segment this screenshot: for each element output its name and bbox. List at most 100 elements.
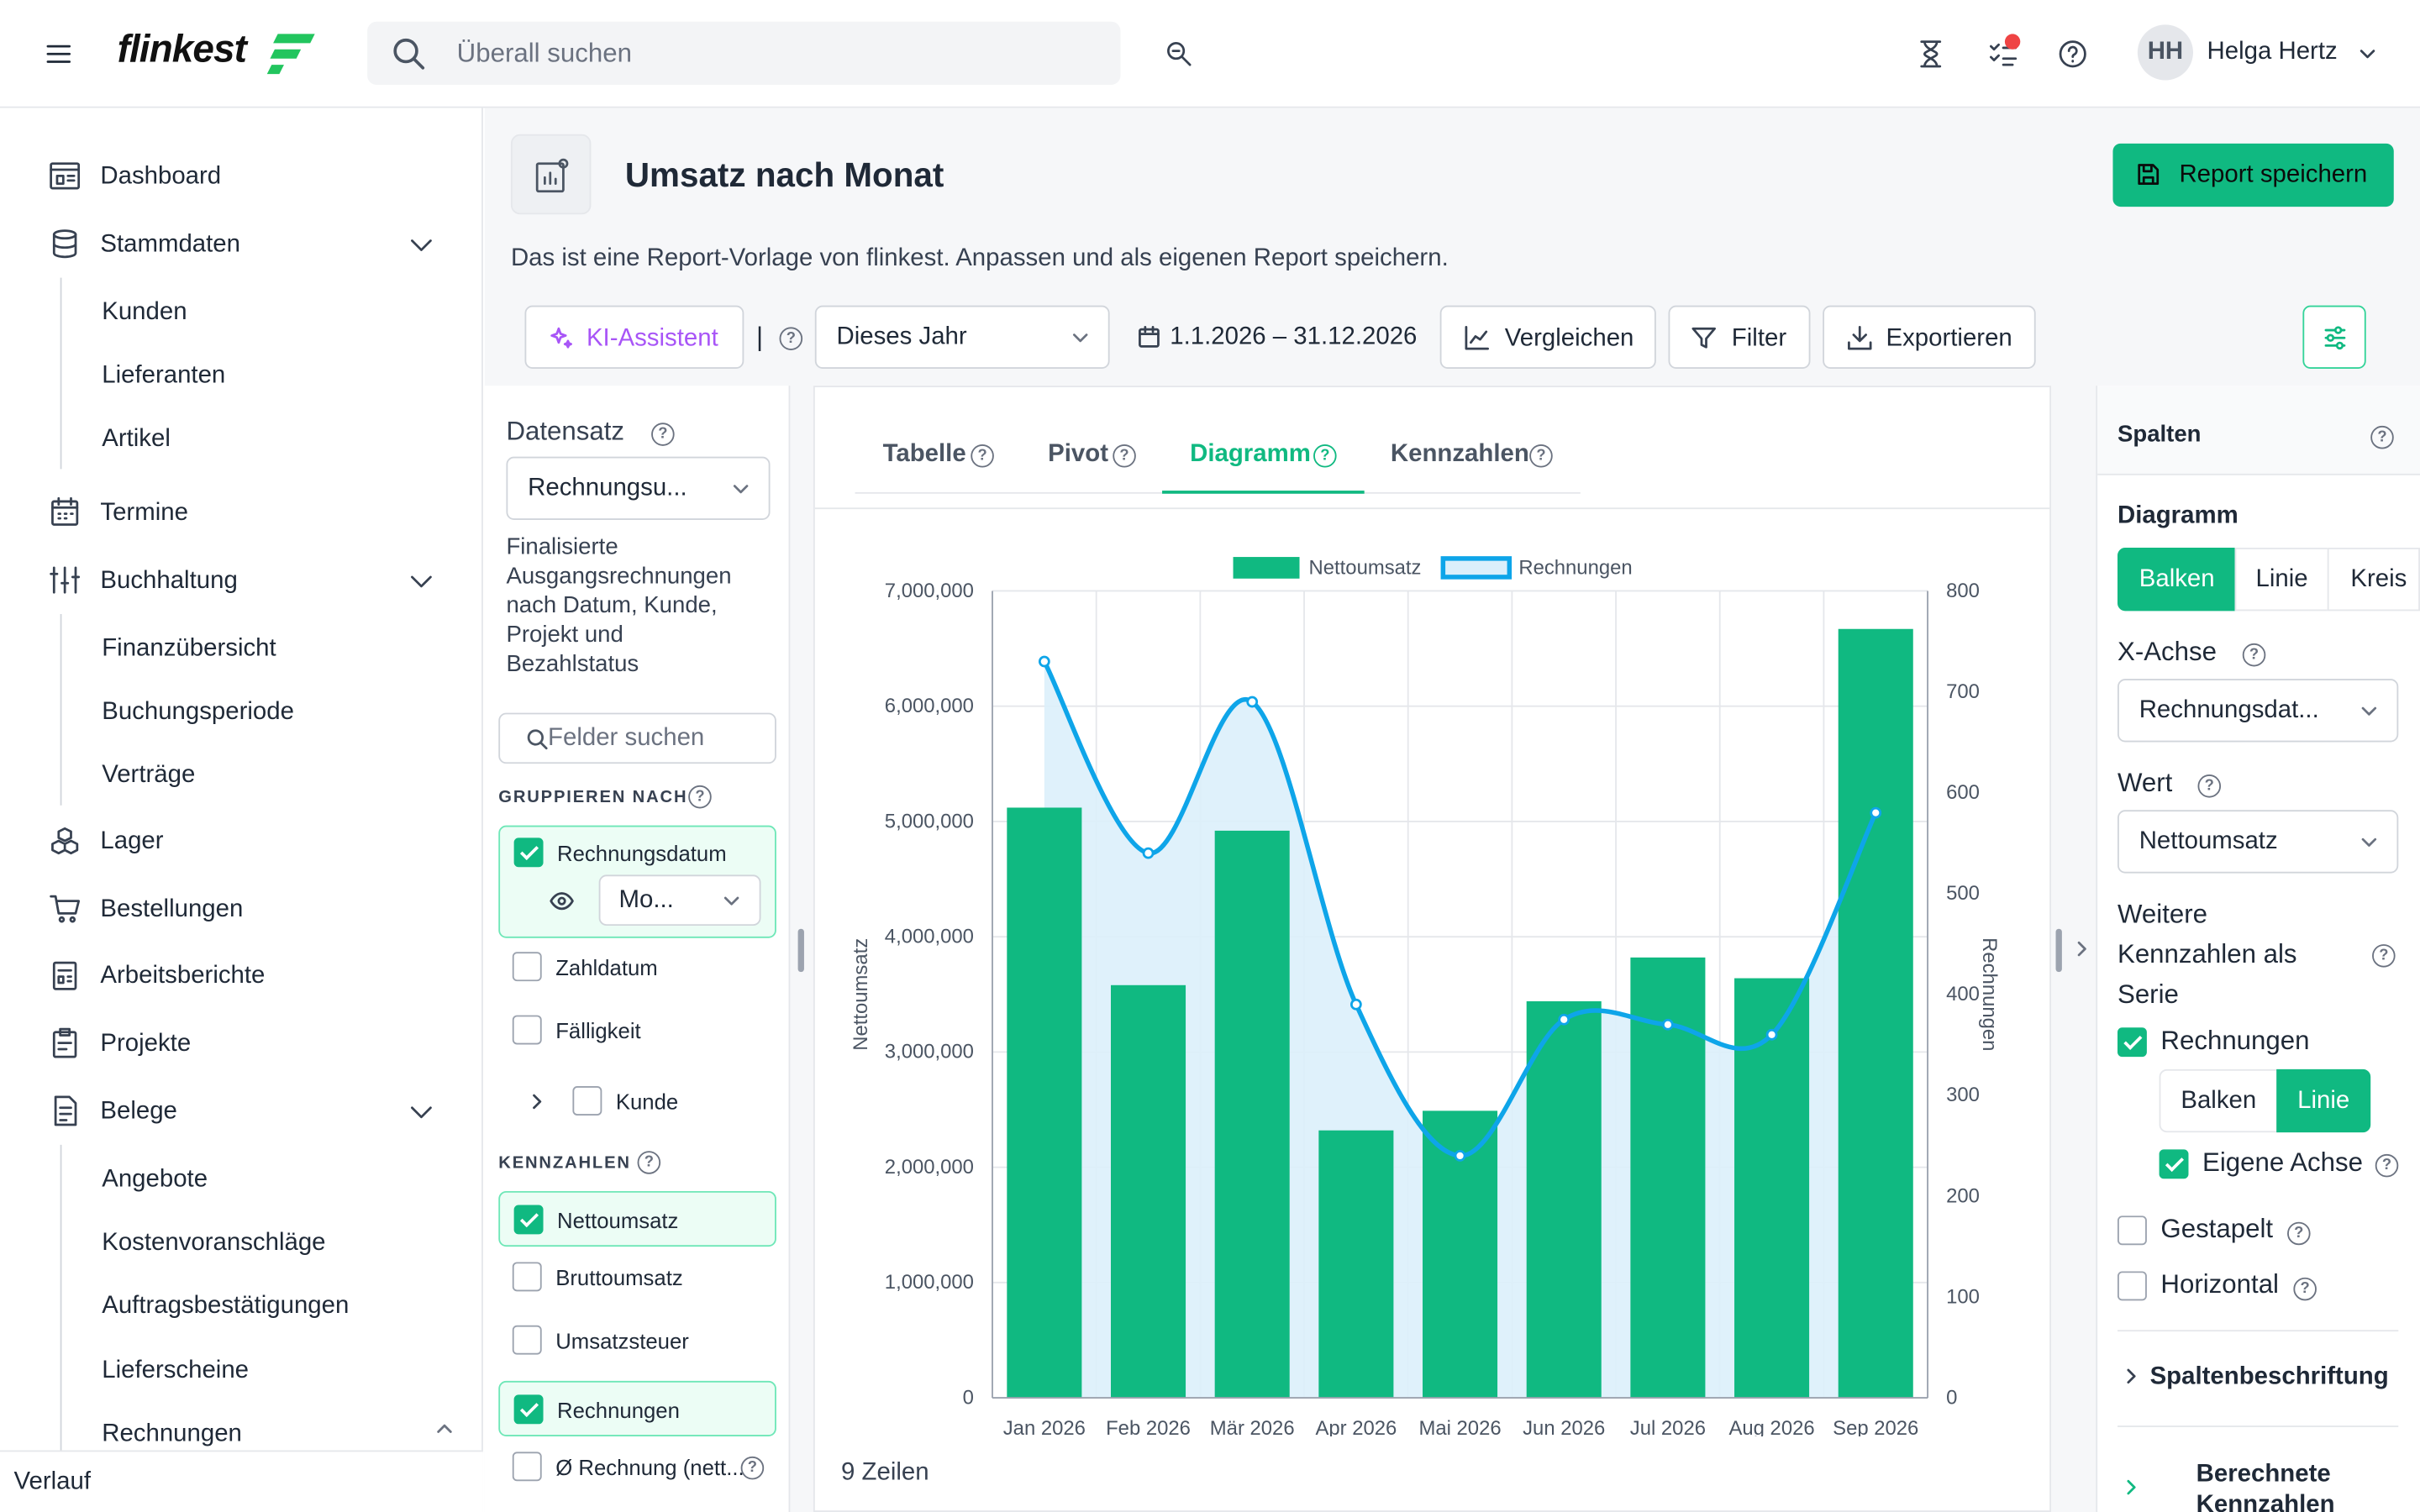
chevron-down-icon[interactable]	[408, 232, 435, 260]
sidebar-item-arbeitsberichte[interactable]: Arbeitsberichte	[0, 949, 481, 1005]
sidebar-item-buchungsperiode[interactable]: Buchungsperiode	[102, 699, 294, 726]
sidebar-item-belege[interactable]: Belege	[0, 1084, 481, 1140]
group-field-kunde[interactable]: Kunde	[498, 1074, 776, 1129]
sidebar-item-angebote[interactable]: Angebote	[102, 1166, 208, 1193]
granularity-select[interactable]: Mo...	[598, 874, 761, 927]
chevron-down-icon[interactable]	[2359, 45, 2377, 63]
sidebar-item-bestellungen[interactable]: Bestellungen	[0, 883, 481, 938]
help-icon[interactable]: ?	[2375, 1153, 2399, 1178]
right-resize-handle[interactable]	[2055, 928, 2062, 973]
period-select[interactable]: Dieses Jahr	[814, 305, 1110, 369]
search-input[interactable]	[456, 35, 1075, 73]
group-field-rechnungsdatum[interactable]: Rechnungsdatum Mo...	[498, 825, 776, 938]
sidebar-item-rechnungen[interactable]: Rechnungen	[102, 1420, 242, 1447]
tab-pivot[interactable]: Pivot	[1048, 441, 1108, 469]
sidebar-item-dashboard[interactable]: Dashboard	[0, 150, 481, 205]
checkbox[interactable]	[512, 952, 542, 982]
compare-button[interactable]: Vergleichen	[1439, 305, 1656, 369]
help-icon[interactable]	[2056, 37, 2090, 71]
help-icon[interactable]: ?	[2372, 944, 2396, 968]
group-field-zahldatum[interactable]: Zahldatum	[498, 940, 776, 995]
checkbox[interactable]	[512, 1452, 542, 1482]
checkbox[interactable]	[513, 837, 544, 868]
chart-type-balken[interactable]: Balken	[2117, 548, 2237, 612]
global-search[interactable]	[367, 21, 1121, 86]
checkbox[interactable]	[2117, 1215, 2147, 1246]
menu-icon[interactable]	[45, 40, 72, 68]
help-icon[interactable]: ?	[688, 785, 712, 809]
chevron-down-icon[interactable]	[408, 1099, 435, 1126]
checkbox[interactable]	[2159, 1149, 2189, 1179]
sidebar-item-artikel[interactable]: Artikel	[102, 425, 171, 453]
checkbox[interactable]	[2117, 1027, 2147, 1058]
app-logo[interactable]: flinkest	[118, 28, 247, 72]
sidebar-item-auftragsbestaetigungen[interactable]: Auftragsbestätigungen	[102, 1293, 350, 1320]
chevron-right-icon[interactable]	[528, 1092, 546, 1110]
tab-kennzahlen[interactable]: Kennzahlen	[1391, 441, 1529, 469]
checkbox[interactable]	[513, 1394, 544, 1425]
help-icon[interactable]: ?	[1113, 444, 1136, 468]
metric-field-nettoumsatz[interactable]: Nettoumsatz	[498, 1190, 776, 1247]
checkbox[interactable]	[512, 1262, 542, 1292]
ai-assistant-button[interactable]: KI-Assistent	[524, 305, 744, 369]
tab-tabelle[interactable]: Tabelle	[883, 441, 966, 469]
metric-field-bruttoumsatz[interactable]: Bruttoumsatz	[498, 1250, 776, 1305]
help-icon[interactable]: ?	[971, 444, 994, 468]
help-icon[interactable]: ?	[2370, 425, 2394, 449]
metric-field-rechnungen[interactable]: Rechnungen	[498, 1380, 776, 1436]
sidebar-item-stammdaten[interactable]: Stammdaten	[0, 218, 481, 273]
chevron-down-icon[interactable]	[408, 568, 435, 596]
sidebar-item-kunden[interactable]: Kunden	[102, 299, 187, 326]
hourglass-icon[interactable]	[1914, 37, 1948, 71]
sidebar-item-lieferanten[interactable]: Lieferanten	[102, 362, 226, 389]
tab-diagramm[interactable]: Diagramm	[1190, 441, 1311, 469]
sidebar-item-finanzuebersicht[interactable]: Finanzübersicht	[102, 635, 276, 662]
help-icon[interactable]: ?	[637, 1151, 661, 1174]
checkbox[interactable]	[512, 1325, 542, 1355]
settings-sliders-button[interactable]	[2302, 305, 2366, 369]
chart-type-kreis[interactable]: Kreis	[2327, 548, 2420, 612]
help-icon[interactable]: ?	[2197, 774, 2222, 798]
filter-button[interactable]: Filter	[1668, 305, 1811, 369]
save-report-button[interactable]: Report speichern	[2112, 143, 2394, 207]
help-icon[interactable]: ?	[740, 1456, 765, 1480]
checkbox[interactable]	[513, 1205, 544, 1235]
export-button[interactable]: Exportieren	[1823, 305, 2036, 369]
chart-type-linie[interactable]: Linie	[2234, 548, 2329, 612]
eye-icon[interactable]	[550, 889, 574, 913]
left-resize-handle[interactable]	[797, 928, 804, 973]
sidebar-item-kostenvoranschlaege[interactable]: Kostenvoranschläge	[102, 1229, 326, 1257]
help-icon[interactable]: ?	[1313, 444, 1337, 468]
sidebar-item-vertraege[interactable]: Verträge	[102, 762, 196, 789]
help-icon[interactable]: ?	[779, 327, 803, 350]
help-icon[interactable]: ?	[2293, 1277, 2317, 1301]
checkbox[interactable]	[512, 1015, 542, 1045]
metric-field-umsatzsteuer[interactable]: Umsatzsteuer	[498, 1313, 776, 1368]
user-name[interactable]: Helga Hertz	[2207, 38, 2338, 66]
value-select[interactable]: Nettoumsatz	[2117, 810, 2399, 874]
sidebar-item-termine[interactable]: Termine	[0, 486, 481, 542]
date-range[interactable]: 1.1.2026 – 31.12.2026	[1170, 323, 1418, 350]
series-type-linie[interactable]: Linie	[2276, 1068, 2371, 1133]
sidebar-item-lieferscheine[interactable]: Lieferscheine	[102, 1357, 250, 1384]
avatar[interactable]: HH	[2137, 24, 2193, 81]
checkbox[interactable]	[572, 1086, 602, 1116]
help-icon[interactable]: ?	[2242, 643, 2266, 667]
help-icon[interactable]: ?	[2287, 1221, 2311, 1246]
checkbox[interactable]	[2117, 1271, 2147, 1301]
group-field-faelligkeit[interactable]: Fälligkeit	[498, 1003, 776, 1058]
help-icon[interactable]: ?	[1529, 444, 1553, 468]
sidebar-item-projekte[interactable]: Projekte	[0, 1016, 481, 1072]
help-icon[interactable]: ?	[651, 423, 675, 446]
x-axis-select[interactable]: Rechnungsdat...	[2117, 679, 2399, 743]
chevron-up-icon[interactable]	[435, 1420, 454, 1438]
calculated-metrics-section[interactable]: Berechnete Kennzahlen	[2118, 1457, 2411, 1512]
dataset-select[interactable]: Rechnungsu...	[506, 456, 771, 520]
history-bar[interactable]: Verlauf	[0, 1450, 483, 1512]
advanced-search-icon[interactable]	[1162, 37, 1196, 71]
series-type-balken[interactable]: Balken	[2159, 1068, 2279, 1133]
field-search[interactable]: Felder suchen	[498, 712, 776, 764]
metric-field-average-invoice[interactable]: Ø Rechnung (nett... ?	[498, 1440, 776, 1495]
sidebar-item-lager[interactable]: Lager	[0, 815, 481, 870]
chevron-right-icon[interactable]	[2075, 940, 2090, 958]
